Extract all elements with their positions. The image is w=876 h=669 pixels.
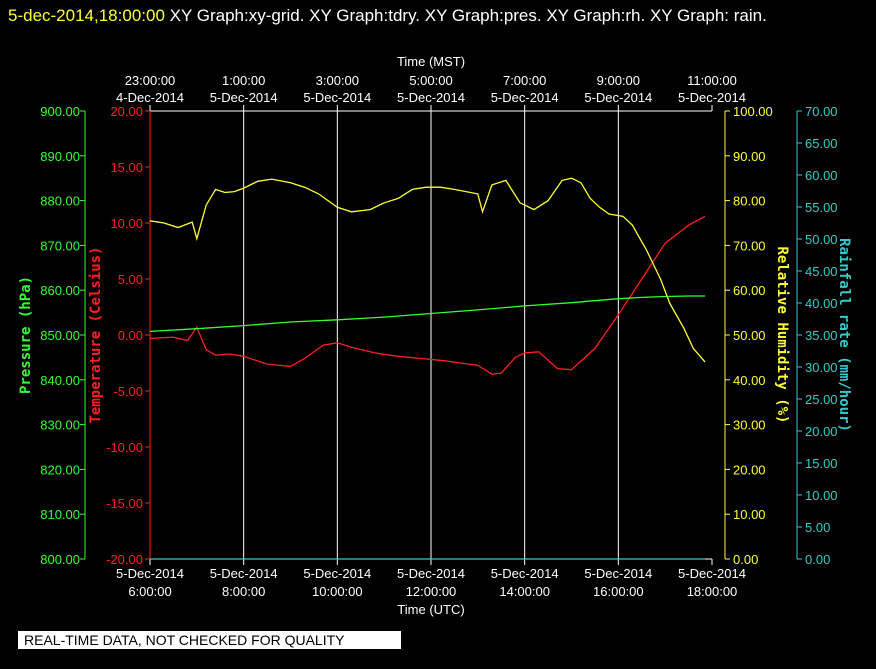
pressure-tick-label: 890.00 xyxy=(40,149,80,164)
temperature-tick-label: -20.00 xyxy=(106,552,143,567)
rainfall-tick-label: 15.00 xyxy=(805,456,838,471)
humidity-tick-label: 60.00 xyxy=(733,283,766,298)
pressure-tick-label: 830.00 xyxy=(40,418,80,433)
x-tick-label-time: 10:00:00 xyxy=(312,584,363,599)
humidity-series-line xyxy=(149,177,706,363)
x-top-tick-label-date: 5-Dec-2014 xyxy=(491,90,559,105)
temperature-tick-label: 5.00 xyxy=(118,272,143,287)
x-tick-label-date: 5-Dec-2014 xyxy=(116,566,184,581)
x-tick-label-time: 14:00:00 xyxy=(499,584,550,599)
pressure-tick-label: 840.00 xyxy=(40,373,80,388)
x-tick-label-date: 5-Dec-2014 xyxy=(584,566,652,581)
rainfall-tick-label: 25.00 xyxy=(805,392,838,407)
rainfall-tick-label: 70.00 xyxy=(805,104,838,119)
x-top-tick-label-time: 9:00:00 xyxy=(597,73,640,88)
temperature-tick-label: -15.00 xyxy=(106,496,143,511)
temperature-series-line xyxy=(149,215,706,375)
humidity-tick-label: 100.00 xyxy=(733,104,773,119)
x-tick-label-date: 5-Dec-2014 xyxy=(397,566,465,581)
bottom-axis-title: Time (UTC) xyxy=(397,602,464,617)
x-top-tick-label-date: 5-Dec-2014 xyxy=(678,90,746,105)
quality-disclaimer: REAL-TIME DATA, NOT CHECKED FOR QUALITY xyxy=(18,631,401,649)
pressure-tick-label: 900.00 xyxy=(40,104,80,119)
pressure-axis-title: Pressure (hPa) xyxy=(18,276,34,394)
temperature-tick-label: -10.00 xyxy=(106,440,143,455)
x-tick-label-date: 5-Dec-2014 xyxy=(678,566,746,581)
x-top-tick-label-date: 5-Dec-2014 xyxy=(210,90,278,105)
rainfall-axis-title: Rainfall rate (mm/hour) xyxy=(836,238,852,432)
x-top-tick-label-date: 5-Dec-2014 xyxy=(303,90,371,105)
temperature-tick-label: 15.00 xyxy=(110,160,143,175)
window-title: 5-dec-2014,18:00:00 XY Graph:xy-grid. XY… xyxy=(8,2,868,30)
rainfall-tick-label: 10.00 xyxy=(805,488,838,503)
rainfall-tick-label: 35.00 xyxy=(805,328,838,343)
humidity-tick-label: 90.00 xyxy=(733,149,766,164)
temperature-tick-label: 0.00 xyxy=(118,328,143,343)
humidity-tick-label: 80.00 xyxy=(733,194,766,209)
humidity-tick-label: 70.00 xyxy=(733,238,766,253)
x-top-tick-label-time: 3:00:00 xyxy=(316,73,359,88)
rainfall-tick-label: 40.00 xyxy=(805,296,838,311)
temperature-tick-label: 20.00 xyxy=(110,104,143,119)
temperature-axis-title: Temperature (Celsius) xyxy=(88,246,104,423)
pressure-tick-label: 850.00 xyxy=(40,328,80,343)
rainfall-tick-label: 45.00 xyxy=(805,264,838,279)
pressure-series-line xyxy=(149,295,705,333)
temperature-tick-label: 10.00 xyxy=(110,216,143,231)
rainfall-tick-label: 20.00 xyxy=(805,424,838,439)
humidity-tick-label: 0.00 xyxy=(733,552,758,567)
pressure-tick-label: 810.00 xyxy=(40,507,80,522)
x-top-tick-label-time: 5:00:00 xyxy=(409,73,452,88)
x-tick-label-date: 5-Dec-2014 xyxy=(491,566,559,581)
pressure-tick-label: 800.00 xyxy=(40,552,80,567)
rainfall-tick-label: 0.00 xyxy=(805,552,830,567)
humidity-axis-title: Relative Humidity (%) xyxy=(774,246,790,423)
rainfall-tick-label: 60.00 xyxy=(805,168,838,183)
x-tick-label-time: 6:00:00 xyxy=(128,584,171,599)
humidity-tick-label: 40.00 xyxy=(733,373,766,388)
rainfall-tick-label: 30.00 xyxy=(805,360,838,375)
graph-list: XY Graph:xy-grid. XY Graph:tdry. XY Grap… xyxy=(169,6,767,25)
humidity-tick-label: 30.00 xyxy=(733,418,766,433)
x-tick-label-time: 12:00:00 xyxy=(406,584,457,599)
pressure-tick-label: 820.00 xyxy=(40,462,80,477)
rainfall-tick-label: 65.00 xyxy=(805,136,838,151)
x-tick-label-time: 8:00:00 xyxy=(222,584,265,599)
timestamp: 5-dec-2014,18:00:00 xyxy=(8,6,165,25)
x-tick-label-date: 5-Dec-2014 xyxy=(210,566,278,581)
humidity-tick-label: 50.00 xyxy=(733,328,766,343)
pressure-tick-label: 870.00 xyxy=(40,238,80,253)
top-axis-title: Time (MST) xyxy=(397,54,465,69)
x-top-tick-label-time: 11:00:00 xyxy=(687,73,737,88)
x-top-tick-label-time: 23:00:00 xyxy=(125,73,176,88)
x-top-tick-label-time: 1:00:00 xyxy=(222,73,265,88)
rainfall-tick-label: 50.00 xyxy=(805,232,838,247)
x-tick-label-time: 16:00:00 xyxy=(593,584,644,599)
rainfall-tick-label: 5.00 xyxy=(805,520,830,535)
x-tick-label-time: 18:00:00 xyxy=(687,584,738,599)
pressure-tick-label: 860.00 xyxy=(40,283,80,298)
x-top-tick-label-date: 4-Dec-2014 xyxy=(116,90,184,105)
humidity-tick-label: 10.00 xyxy=(733,507,766,522)
x-top-tick-label-date: 5-Dec-2014 xyxy=(397,90,465,105)
pressure-tick-label: 880.00 xyxy=(40,194,80,209)
x-top-tick-label-time: 7:00:00 xyxy=(503,73,546,88)
x-top-tick-label-date: 5-Dec-2014 xyxy=(584,90,652,105)
humidity-tick-label: 20.00 xyxy=(733,462,766,477)
rainfall-tick-label: 55.00 xyxy=(805,200,838,215)
x-tick-label-date: 5-Dec-2014 xyxy=(303,566,371,581)
temperature-tick-label: -5.00 xyxy=(113,384,143,399)
